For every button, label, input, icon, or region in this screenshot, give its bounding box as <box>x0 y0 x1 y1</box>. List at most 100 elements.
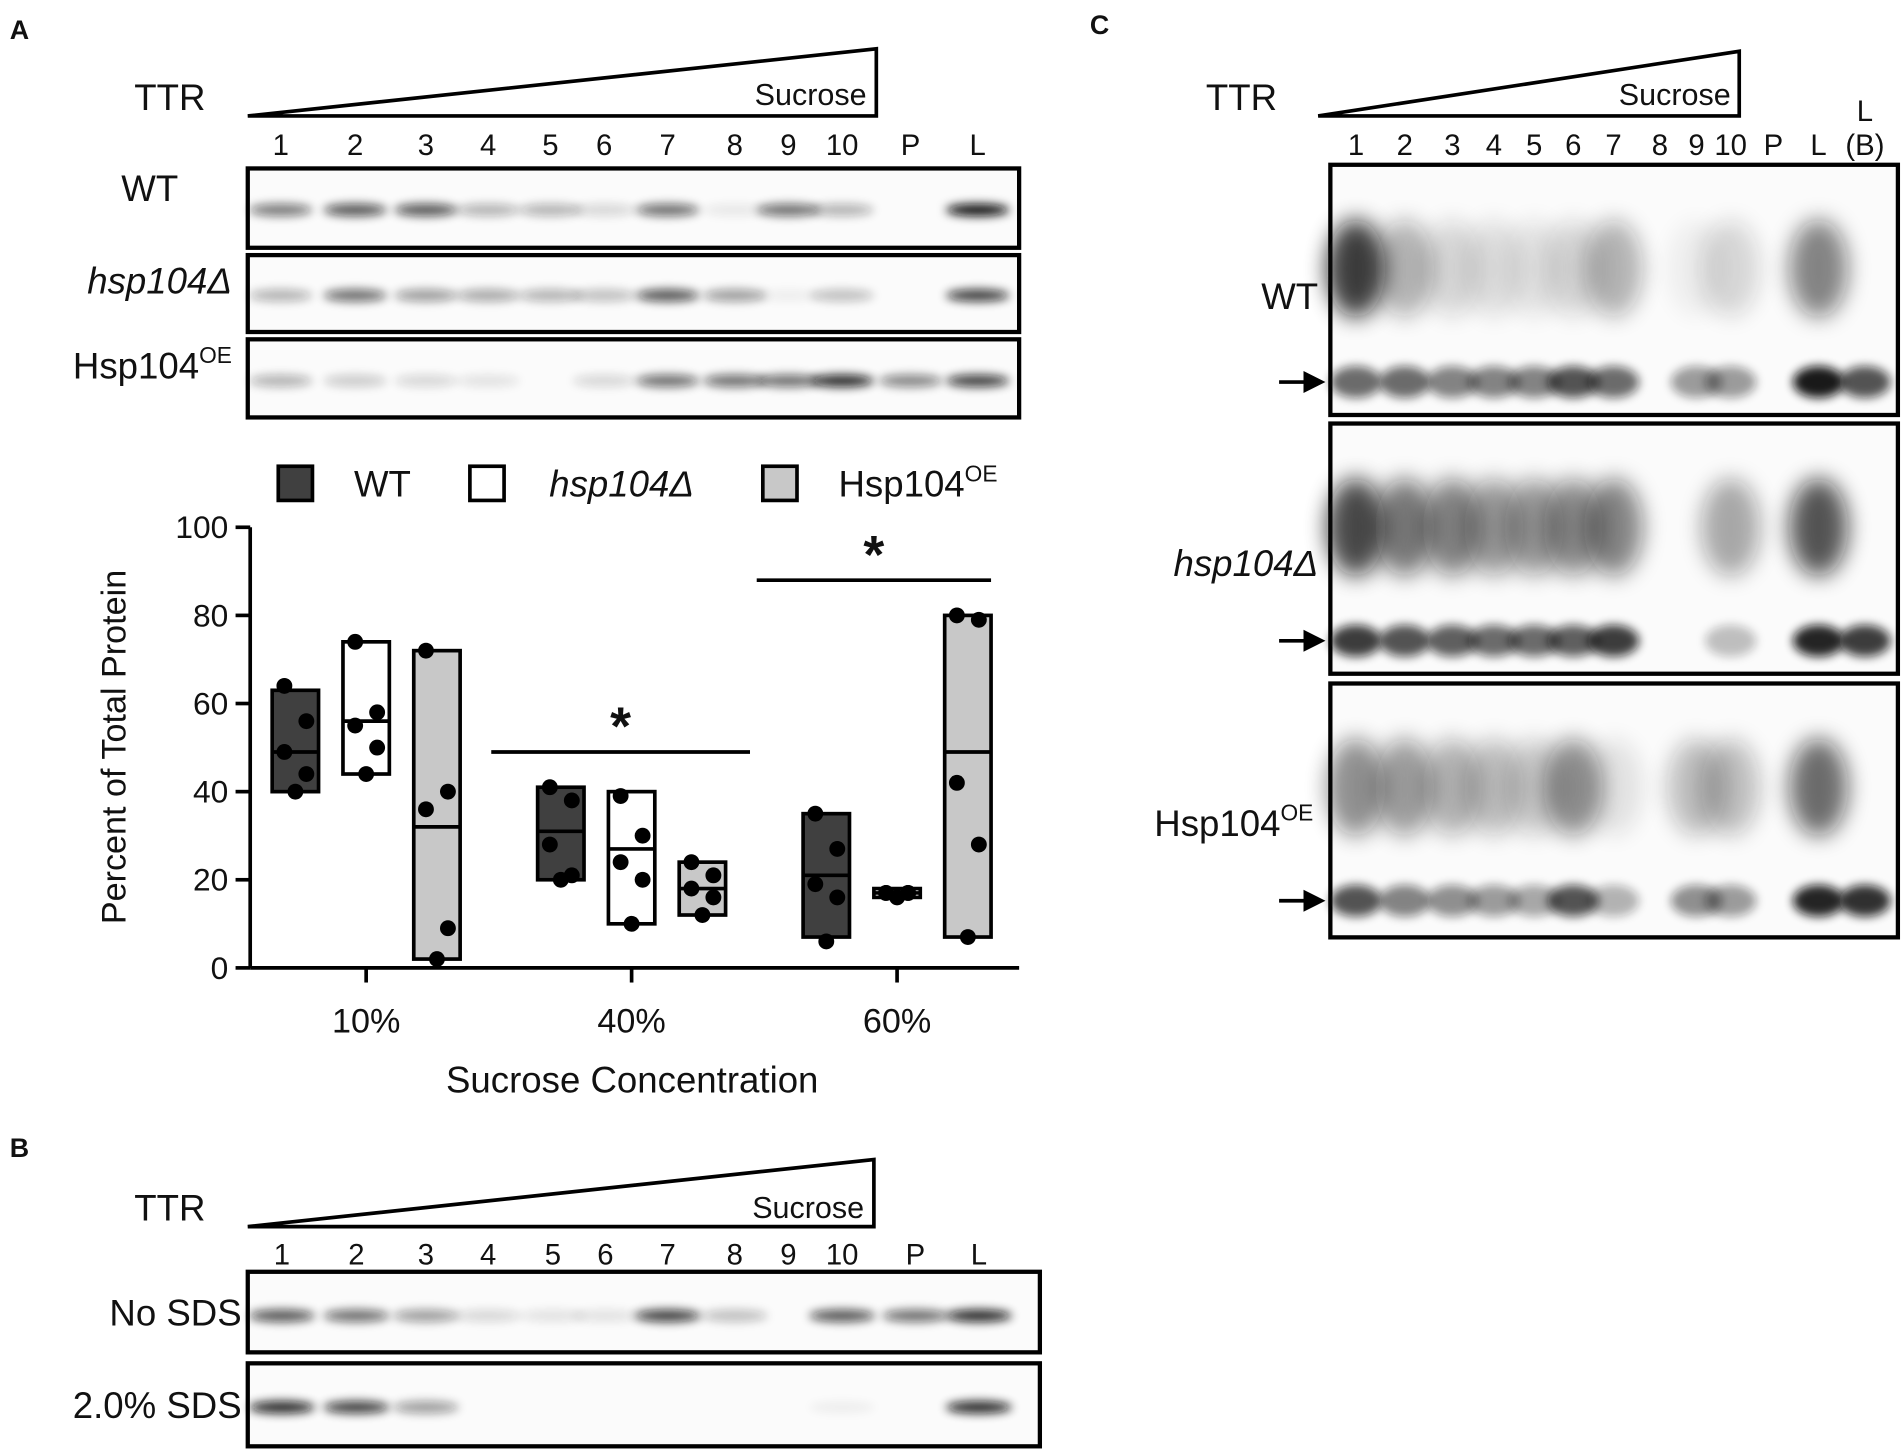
band <box>518 203 583 217</box>
data-point <box>829 889 846 906</box>
lane-label: 2 <box>1397 129 1413 162</box>
band <box>248 374 313 387</box>
data-point <box>552 871 569 888</box>
band <box>1468 624 1520 657</box>
box <box>270 688 321 794</box>
band <box>756 203 821 217</box>
lane-label: 2 <box>347 129 363 162</box>
lane-label: 3 <box>1444 129 1460 162</box>
data-point <box>298 713 315 730</box>
data-point <box>948 607 965 624</box>
lane-label: 8 <box>1652 129 1668 162</box>
lane-label: 1 <box>1348 129 1364 162</box>
x-tick-label: 40% <box>597 1003 665 1041</box>
band <box>1508 624 1560 657</box>
lane-label: P <box>1764 129 1784 162</box>
label-superscript: OE <box>1280 800 1313 826</box>
data-point <box>358 766 375 782</box>
x-axis-title: Sucrose Concentration <box>446 1059 818 1100</box>
band <box>1839 624 1891 657</box>
data-point <box>829 840 846 857</box>
band <box>809 1309 876 1322</box>
band <box>1792 366 1845 398</box>
label-text: Hsp104 <box>838 464 964 505</box>
lane-label: 9 <box>780 129 796 162</box>
lane-label: 5 <box>1526 129 1542 162</box>
band <box>572 203 636 217</box>
band <box>703 289 767 302</box>
band <box>394 289 458 302</box>
band <box>635 289 700 302</box>
label-text: No SDS <box>109 1292 241 1333</box>
band <box>1423 738 1482 837</box>
gradient-label: Sucrose <box>755 78 867 112</box>
band <box>1379 624 1431 657</box>
band <box>248 1309 315 1322</box>
band <box>878 374 943 387</box>
band <box>810 203 874 217</box>
band <box>1543 219 1603 318</box>
band <box>1792 884 1845 917</box>
band <box>1705 624 1757 657</box>
data-point <box>369 704 386 721</box>
band <box>1584 219 1643 318</box>
lane-label: 10 <box>1714 129 1747 162</box>
band <box>809 1401 876 1414</box>
band <box>1547 366 1599 398</box>
data-point <box>807 805 824 822</box>
band <box>518 289 583 302</box>
legend-label: Hsp104OE <box>838 460 997 504</box>
arrow-head <box>1303 889 1326 912</box>
panel-label: C <box>1090 10 1109 40</box>
significance-star: * <box>610 697 631 757</box>
band <box>1326 219 1386 318</box>
y-tick-label: 40 <box>193 774 228 810</box>
lane-label: 7 <box>659 1238 675 1271</box>
row-label: hsp104Δ <box>87 261 232 302</box>
band <box>945 289 1010 302</box>
band <box>572 1309 639 1322</box>
gradient-wedge <box>247 46 879 118</box>
lane-label: L <box>971 1238 987 1271</box>
lane-label: 5 <box>545 1238 561 1271</box>
band <box>1464 219 1524 318</box>
panel-label: A <box>10 15 29 45</box>
lane-label: L <box>1810 129 1826 162</box>
data-point <box>970 836 987 853</box>
band <box>634 1309 701 1322</box>
band <box>1423 219 1482 318</box>
lane-label: 4 <box>480 129 496 162</box>
band <box>945 374 1010 387</box>
band <box>1792 624 1845 657</box>
band <box>456 203 520 217</box>
band <box>1701 738 1760 837</box>
legend-swatch <box>468 464 506 503</box>
band <box>1839 884 1891 917</box>
legend-swatch <box>760 464 799 503</box>
band <box>756 289 821 302</box>
data-point <box>612 854 629 871</box>
lane-label: 8 <box>727 129 743 162</box>
band <box>810 289 874 302</box>
band <box>945 1309 1012 1322</box>
lane-label: 7 <box>1605 129 1621 162</box>
band <box>1839 366 1891 398</box>
significance-star: * <box>863 525 884 585</box>
band <box>1326 738 1386 837</box>
row-label: WT <box>1261 276 1318 317</box>
legend-swatch <box>276 464 315 503</box>
band <box>1584 738 1643 837</box>
lane-label: P <box>906 1238 926 1271</box>
band <box>248 289 313 302</box>
band <box>456 374 520 387</box>
lane-label: 9 <box>1688 129 1704 162</box>
band <box>394 374 458 387</box>
lane-label: 1 <box>273 129 289 162</box>
data-point <box>276 744 293 760</box>
data-point <box>439 783 456 800</box>
band <box>1330 624 1382 657</box>
band <box>756 374 821 387</box>
band <box>1468 366 1520 398</box>
data-point <box>563 792 580 809</box>
lane-label: L <box>1857 95 1873 128</box>
